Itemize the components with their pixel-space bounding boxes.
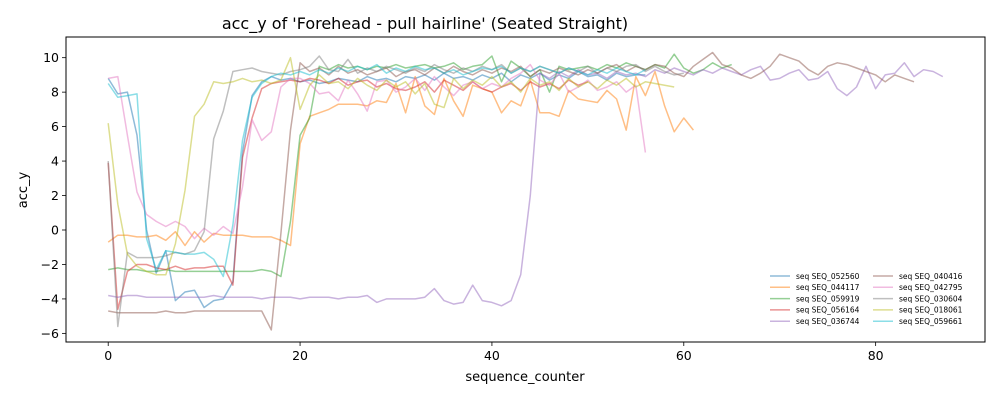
y-tick-label-0: −6 <box>41 326 59 341</box>
x-tick-label-1: 20 <box>292 348 308 363</box>
y-tick-label-7: 8 <box>51 85 59 100</box>
legend-label-7: seq SEQ_030604 <box>899 294 963 303</box>
series-line-9 <box>107 63 646 278</box>
legend-label-1: seq SEQ_044117 <box>796 283 860 292</box>
legend-label-4: seq SEQ_036744 <box>796 317 860 326</box>
series-line-4 <box>108 62 944 307</box>
legend-label-0: seq SEQ_052560 <box>796 272 860 281</box>
x-axis: 0 20 40 60 80 <box>104 342 884 363</box>
legend-label-9: seq SEQ_059661 <box>899 317 963 326</box>
y-tick-label-5: 4 <box>51 154 59 169</box>
y-tick-label-3: 0 <box>51 222 59 237</box>
y-axis-label: acc_y <box>16 171 31 208</box>
series-line-5 <box>108 51 915 331</box>
x-tick-label-2: 40 <box>484 348 500 363</box>
x-axis-label: sequence_counter <box>465 370 585 385</box>
y-tick-label-1: −4 <box>41 291 59 306</box>
series-line-7 <box>107 55 684 328</box>
series-line-2 <box>108 53 732 278</box>
y-tick-label-6: 6 <box>51 119 59 134</box>
y-tick-label-2: −2 <box>41 257 59 272</box>
x-tick-label-3: 60 <box>676 348 692 363</box>
x-tick-label-4: 80 <box>868 348 884 363</box>
y-tick-label-4: 2 <box>51 188 59 203</box>
legend-label-2: seq SEQ_059919 <box>796 294 860 303</box>
series-layer <box>107 51 944 331</box>
plot-frame <box>65 36 986 343</box>
y-axis: −6 −4 −2 0 2 4 6 8 10 <box>41 50 66 341</box>
chart-title: acc_y of 'Forehead - pull hairline' (Sea… <box>222 14 628 34</box>
series-line-1 <box>107 70 694 247</box>
legend-label-8: seq SEQ_018061 <box>899 306 963 315</box>
legend-label-5: seq SEQ_040416 <box>899 272 963 281</box>
series-line-3 <box>107 77 589 311</box>
legend-label-3: seq SEQ_056164 <box>796 306 860 315</box>
x-tick-label-0: 0 <box>104 348 112 363</box>
series-line-8 <box>107 56 675 276</box>
legend-label-6: seq SEQ_042795 <box>899 283 963 292</box>
series-line-6 <box>108 63 647 240</box>
y-tick-label-8: 10 <box>43 50 59 65</box>
